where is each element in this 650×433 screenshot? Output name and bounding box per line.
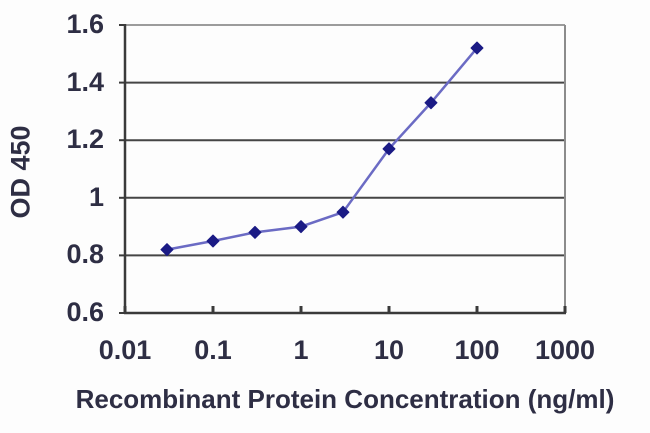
- y-tick-label: 0.6: [66, 297, 104, 327]
- data-point-marker: [160, 243, 174, 257]
- y-tick-label: 1.2: [66, 124, 104, 155]
- series-line: [166, 47, 478, 251]
- data-point-marker: [294, 220, 308, 234]
- data-point-marker: [424, 96, 438, 110]
- data-point-marker: [248, 225, 262, 239]
- data-point-marker: [206, 234, 220, 248]
- y-tick-label: 1: [88, 181, 104, 212]
- x-axis-title: Recombinant Protein Concentration (ng/ml…: [75, 384, 615, 414]
- x-tick-label: 0.1: [194, 335, 232, 365]
- y-tick-label: 1.4: [66, 66, 104, 97]
- data-point-marker: [382, 142, 396, 156]
- data-point-marker: [336, 205, 350, 219]
- x-tick-label: 100: [454, 335, 500, 365]
- x-tick-label: 0.01: [98, 335, 152, 365]
- x-tick-label: 10: [373, 335, 405, 365]
- data-point-marker: [470, 41, 484, 55]
- y-tick-label: 0.8: [66, 239, 104, 270]
- x-tick-label: 1000: [534, 335, 596, 365]
- y-tick-label: 1.6: [66, 9, 104, 39]
- x-tick-label: 1: [293, 335, 309, 365]
